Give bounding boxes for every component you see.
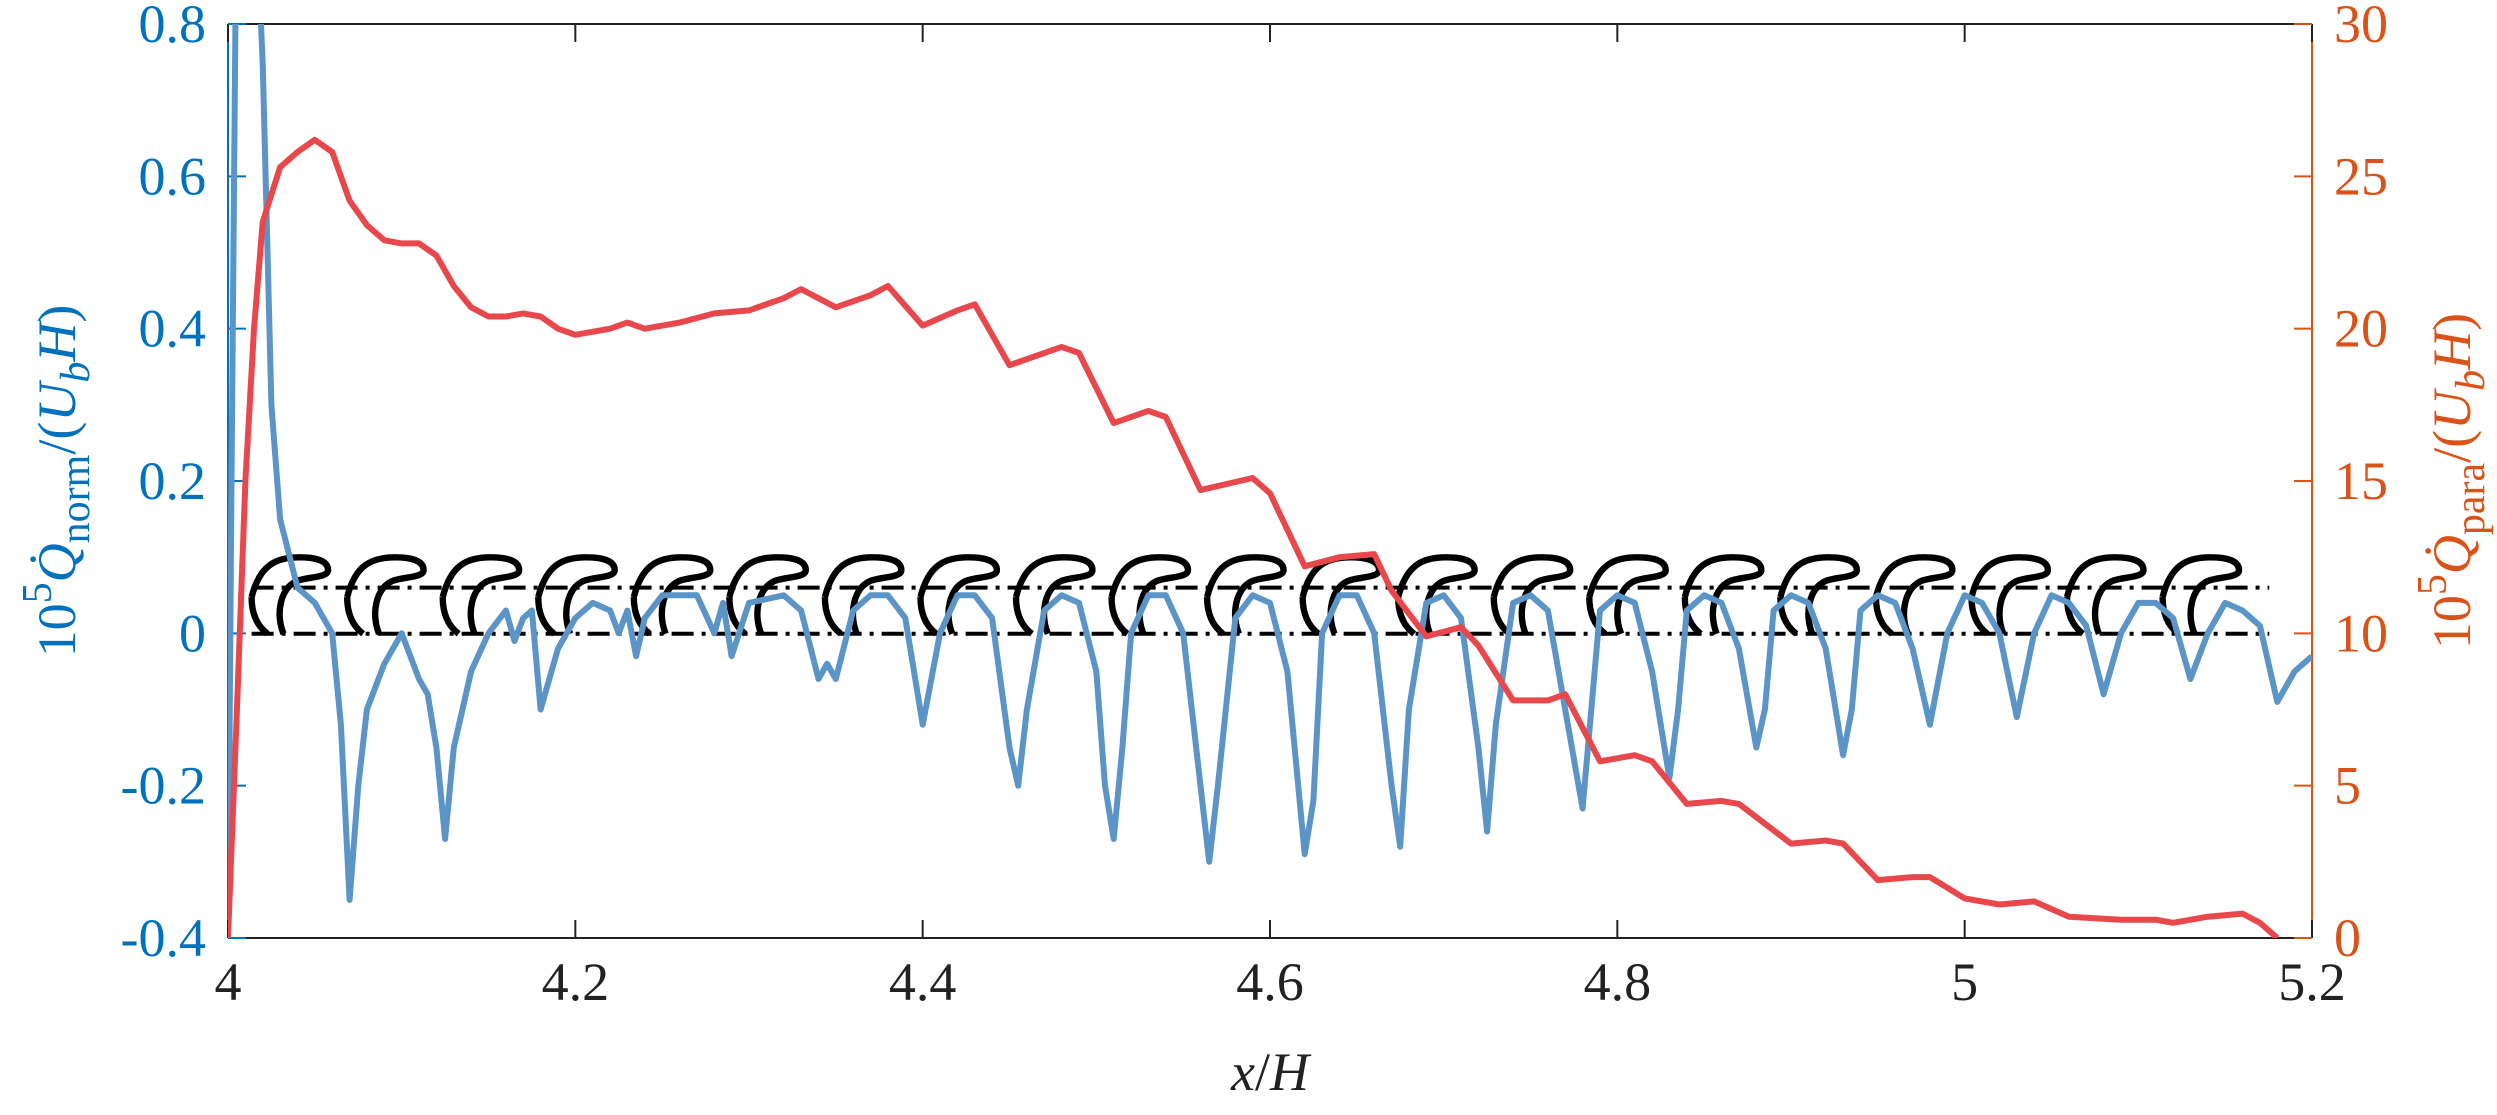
y-tick-label: 0.6 [139, 146, 207, 206]
y2-label: 105Q̇para/(UbH) [2410, 313, 2494, 649]
label-part: / [1255, 1042, 1270, 1102]
y-tick-label: 0.8 [139, 0, 207, 54]
y-tick-label: 0.4 [139, 299, 207, 359]
blade [1108, 554, 1192, 637]
x-tick-label: 4 [215, 952, 242, 1012]
blade [1777, 554, 1861, 637]
y-tick-label: 0 [179, 603, 206, 663]
label-part: 10 [27, 603, 87, 657]
y2-tick-label: 5 [2334, 756, 2361, 816]
label-part: H [1269, 1042, 1312, 1102]
blade [1203, 554, 1287, 637]
blade-outlines [248, 554, 2243, 637]
label-part: Q̇ [2422, 535, 2482, 574]
x-tick-label: 5.2 [2278, 952, 2346, 1012]
blade [535, 554, 618, 637]
blade [2063, 554, 2147, 637]
y-label: 105Q̇norm/(UbH) [15, 305, 99, 658]
x-label: x/H [1230, 1042, 1312, 1102]
x-tick-label: 4.4 [889, 952, 957, 1012]
data-line [228, 24, 2312, 938]
y-tick-label: -0.2 [121, 756, 206, 816]
label-part: 5 [15, 582, 61, 603]
blade [1681, 554, 1765, 637]
label-part: H [27, 320, 87, 363]
label-part: /( [27, 422, 87, 455]
blade [248, 554, 332, 637]
y-tick-label: -0.4 [121, 908, 206, 968]
label-part: b [53, 362, 99, 383]
blade [917, 554, 1001, 637]
label-part: U [27, 380, 87, 422]
y2-tick-label: 15 [2334, 451, 2388, 511]
label-part: 10 [2422, 595, 2482, 649]
label-part: /( [2422, 430, 2482, 463]
blade [821, 554, 905, 637]
x-tick-label: 4.2 [542, 952, 610, 1012]
y2-tick-label: 20 [2334, 299, 2388, 359]
x-tick-label: 5 [1951, 952, 1978, 1012]
label-part: ) [27, 305, 87, 323]
blade [1872, 554, 1956, 637]
label-part: norm [53, 454, 99, 543]
label-part: para [2448, 463, 2494, 536]
label-part: U [2422, 388, 2482, 430]
y2-tick-label: 10 [2334, 603, 2388, 663]
y-tick-label: 0.2 [139, 451, 207, 511]
blade [1586, 554, 1669, 637]
y2-tick-label: 30 [2334, 0, 2388, 54]
data-line [228, 136, 2280, 938]
blade [343, 554, 427, 637]
label-part: b [2448, 370, 2494, 391]
x-tick-label: 4.6 [1236, 952, 1304, 1012]
blade [1012, 554, 1096, 637]
y2-tick-label: 0 [2334, 908, 2361, 968]
label-part: H [2422, 328, 2482, 371]
label-part: ) [2422, 313, 2482, 331]
label-part: Q̇ [27, 543, 87, 582]
x-tick-label: 4.8 [1584, 952, 1652, 1012]
label-part: x [1230, 1042, 1255, 1102]
blade [439, 554, 523, 637]
label-part: 5 [2410, 574, 2456, 595]
y2-tick-label: 25 [2334, 146, 2388, 206]
